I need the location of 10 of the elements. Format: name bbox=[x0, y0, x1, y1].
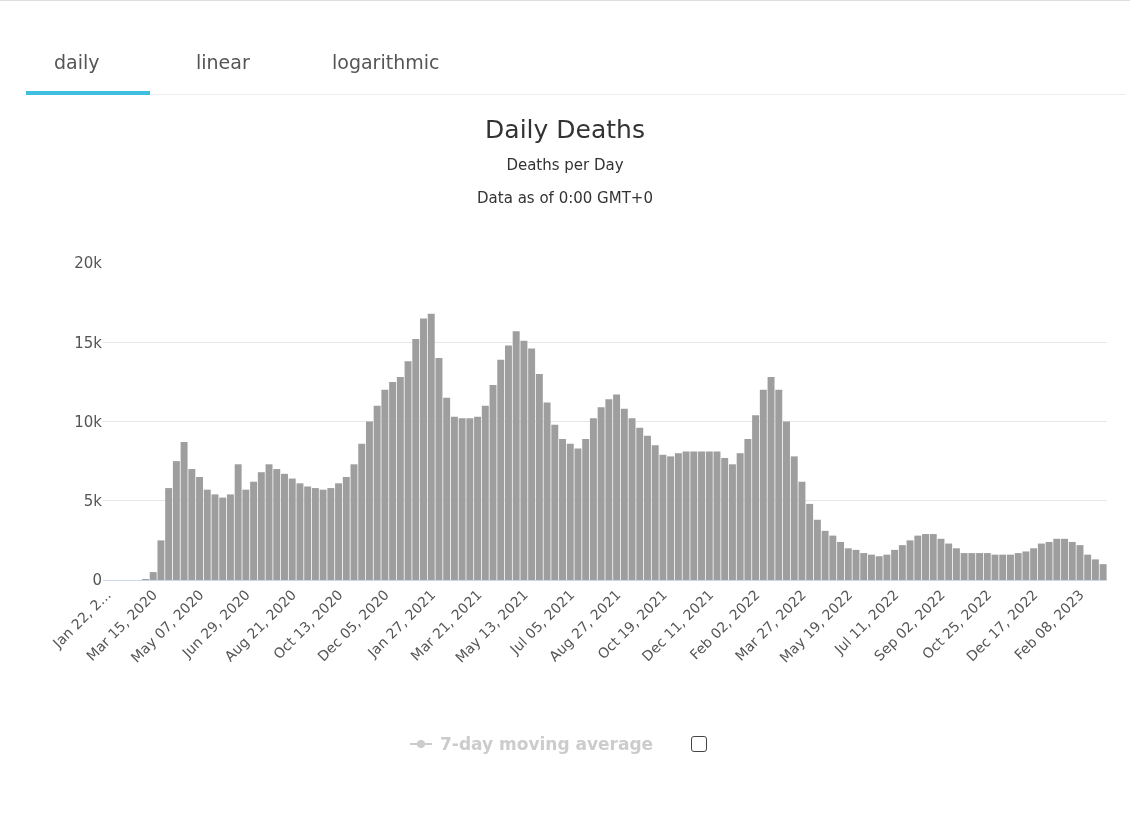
y-tick-label: 15k bbox=[74, 333, 103, 352]
text: daily bbox=[54, 51, 100, 73]
chart-title: Daily Deaths bbox=[485, 114, 645, 144]
text: linear bbox=[196, 51, 250, 73]
y-tick-label: 10k bbox=[74, 412, 103, 431]
text: logarithmic bbox=[332, 51, 440, 73]
y-tick-label: 0 bbox=[92, 571, 102, 590]
y-tick-label: 20k bbox=[74, 254, 103, 273]
y-tick-label: 5k bbox=[83, 492, 103, 510]
chart-subtitle: Deaths per Day Data as of 0:00 GMT+0 bbox=[477, 156, 653, 207]
